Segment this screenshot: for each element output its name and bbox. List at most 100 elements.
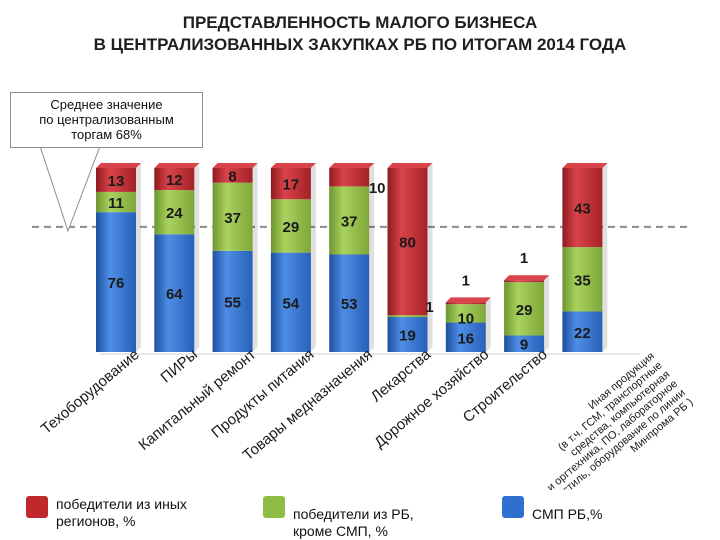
data-label: 10 — [457, 310, 474, 327]
callout-line-1: Среднее значение — [50, 97, 163, 112]
legend-label-green: победители из РБ, кроме СМП, % — [293, 506, 414, 539]
bar-side — [369, 163, 375, 352]
category-label: ПИРы — [157, 346, 200, 386]
data-label: 53 — [341, 296, 358, 313]
bar-top-cap — [387, 163, 433, 168]
category-label: Дорожное хозяйство — [371, 346, 492, 451]
category-label: Иная продукция(в т.ч. ГСМ, транспортныес… — [517, 350, 695, 490]
data-label: 1 — [520, 250, 528, 267]
data-label: 76 — [108, 275, 125, 292]
bar-top-cap — [562, 163, 608, 168]
bar-segment — [212, 250, 253, 352]
data-label: 13 — [108, 173, 125, 190]
data-label: 10 — [369, 180, 386, 197]
bar-top-cap — [329, 163, 375, 168]
bar-side — [310, 163, 316, 352]
bar-segment — [504, 335, 545, 352]
bar-side — [602, 163, 608, 352]
legend-item-green: победители из РБ, кроме СМП, % — [263, 496, 453, 540]
chart-title: ПРЕДСТАВЛЕННОСТЬ МАЛОГО БИЗНЕСА В ЦЕНТРА… — [0, 12, 720, 56]
data-label: 55 — [224, 294, 241, 311]
bar-segment — [212, 168, 253, 183]
title-line-1: ПРЕДСТАВЛЕННОСТЬ МАЛОГО БИЗНЕСА — [182, 13, 538, 32]
legend-item-red: победители из иных регионов, % — [26, 496, 236, 530]
data-label: 17 — [283, 177, 300, 194]
bar-segment — [96, 212, 136, 352]
bar-top-cap — [96, 163, 141, 168]
title-line-2: В ЦЕНТРАЛИЗОВАННЫХ ЗАКУПКАХ РБ ПО ИТОГАМ… — [93, 35, 627, 54]
data-label: 12 — [166, 172, 183, 189]
data-label: 22 — [574, 325, 591, 342]
bar-segment — [562, 311, 603, 352]
category-label: Продукты питания — [208, 346, 317, 441]
bar-top-cap — [445, 297, 491, 303]
bar-side — [544, 275, 550, 352]
bar-side — [252, 163, 258, 352]
bar-segment — [562, 247, 603, 312]
data-label: 16 — [457, 330, 474, 347]
data-label: 19 — [399, 328, 416, 345]
bar-segment — [445, 304, 486, 323]
data-label: 37 — [341, 213, 358, 230]
legend-swatch-green — [263, 496, 285, 518]
data-label: 29 — [516, 302, 533, 319]
data-label: 29 — [283, 219, 300, 236]
bar-segment — [387, 315, 428, 318]
legend-label-red: победители из иных регионов, % — [56, 496, 187, 529]
data-labels-layer: 7611136424125537854291753371019180161019… — [108, 168, 591, 353]
bar-segment — [154, 234, 195, 352]
bar-segment — [329, 168, 370, 187]
data-label: 9 — [520, 337, 528, 354]
bar-segment — [329, 186, 370, 255]
category-label: Капитальный ремонт — [135, 346, 259, 454]
bar-segment — [270, 199, 311, 253]
bar-top-cap — [212, 163, 258, 168]
bar-side — [136, 163, 141, 352]
average-callout: Среднее значение по централизованным тор… — [10, 92, 203, 148]
data-label: 37 — [224, 210, 241, 227]
callout-line-2: по централизованным — [39, 112, 174, 127]
bar-segment — [270, 252, 311, 352]
legend-swatch-red — [26, 496, 48, 518]
data-label: 1 — [425, 299, 433, 316]
bar-segment — [154, 168, 195, 191]
callout-line-3: торгам 68% — [71, 127, 142, 142]
data-label: 1 — [462, 272, 470, 289]
legend: победители из иных регионов, % победител… — [0, 490, 720, 540]
bar-top-cap — [504, 275, 550, 281]
category-label: Техоборудование — [38, 346, 143, 438]
bar-segment — [504, 280, 545, 283]
legend-label-blue: СМП РБ,% — [532, 506, 603, 522]
data-label: 80 — [399, 235, 416, 252]
bar-segment — [387, 317, 428, 352]
data-label: 8 — [228, 168, 236, 185]
callout-pointer — [39, 145, 101, 233]
bar-top-cap — [270, 163, 316, 168]
bar-segment — [562, 168, 603, 248]
bar-top-cap — [154, 163, 200, 168]
bar-side — [427, 163, 433, 352]
bar-segment — [445, 302, 486, 305]
data-label: 24 — [166, 205, 183, 222]
legend-item-blue: СМП РБ,% — [502, 496, 682, 523]
bars-layer — [32, 145, 690, 355]
data-label: 35 — [574, 272, 591, 289]
bar-segment — [96, 168, 136, 192]
bar-side — [194, 163, 200, 352]
bar-segment — [504, 282, 545, 336]
data-label: 11 — [108, 195, 124, 212]
data-label: 54 — [283, 295, 300, 312]
data-label: 64 — [166, 286, 183, 303]
bar-segment — [387, 168, 428, 316]
stacked-bar-chart: 7611136424125537854291753371019180161019… — [32, 145, 696, 490]
bar-side — [485, 297, 491, 352]
legend-swatch-blue — [502, 496, 524, 518]
bar-segment — [96, 191, 136, 213]
bar-segment — [329, 254, 370, 352]
bar-segment — [445, 322, 486, 352]
bar-segment — [154, 190, 195, 235]
bar-segment — [212, 182, 253, 251]
bar-segment — [270, 168, 311, 200]
data-label: 43 — [574, 201, 591, 218]
